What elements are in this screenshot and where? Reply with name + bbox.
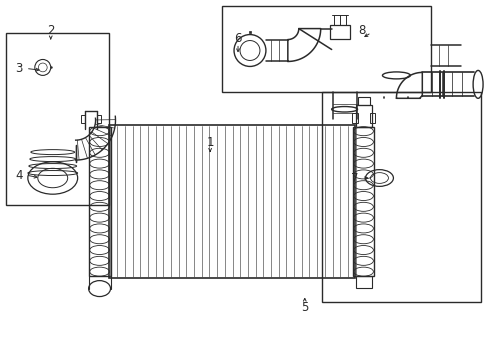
Text: 8: 8 — [357, 24, 365, 37]
Text: 5: 5 — [301, 301, 308, 314]
Bar — [355, 105, 371, 127]
Bar — [321, 92, 480, 302]
Bar — [88, 127, 110, 276]
Text: 1: 1 — [206, 136, 213, 149]
Text: 6: 6 — [234, 32, 241, 45]
Text: 3: 3 — [15, 62, 22, 75]
Bar — [108, 125, 354, 278]
Bar — [329, 24, 349, 39]
Bar — [81, 115, 84, 123]
Bar — [96, 115, 101, 123]
Bar — [351, 113, 357, 123]
Bar — [6, 32, 108, 205]
Text: 7: 7 — [350, 171, 358, 185]
Bar — [352, 127, 374, 276]
Text: 4: 4 — [15, 168, 22, 181]
Bar — [355, 276, 371, 288]
Bar — [222, 6, 430, 92]
Bar — [369, 113, 375, 123]
Bar — [357, 97, 369, 105]
Text: 2: 2 — [47, 24, 54, 37]
